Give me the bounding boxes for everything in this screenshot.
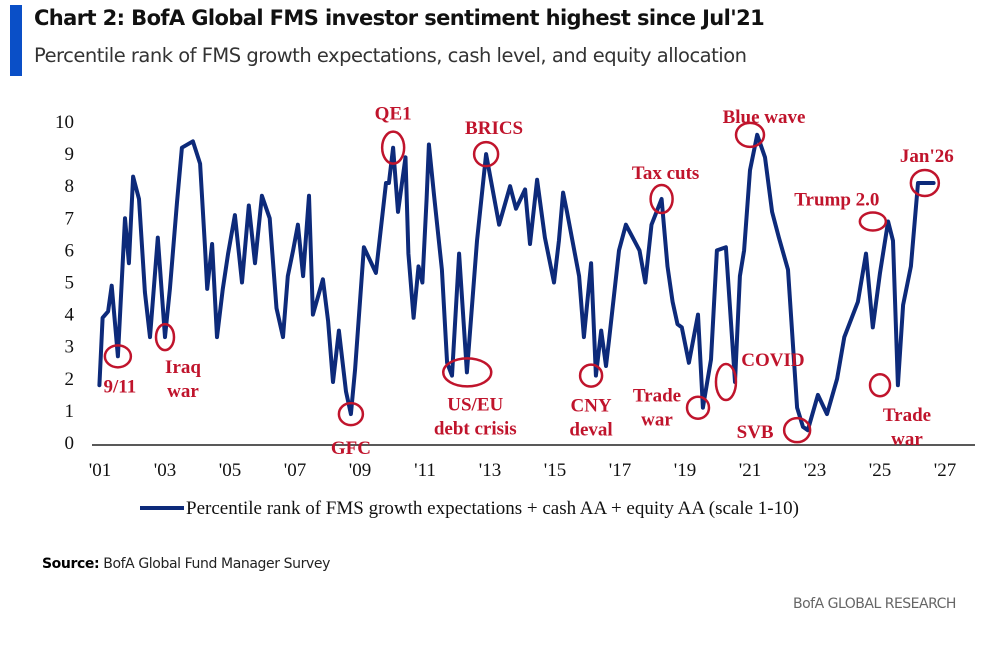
annotation-circle xyxy=(782,416,812,444)
annotation-label: Trade xyxy=(883,405,931,426)
annotation-circle xyxy=(442,357,493,388)
annotation-circle xyxy=(154,322,176,352)
x-tick-label: '07 xyxy=(284,460,306,481)
title-accent-bar xyxy=(10,5,22,76)
annotation-label: debt crisis xyxy=(434,418,517,439)
annotation-circle xyxy=(472,140,500,168)
x-tick-label: '19 xyxy=(674,460,696,481)
series-layer xyxy=(97,132,936,433)
y-tick-label: 9 xyxy=(65,144,75,165)
annotation: BRICS xyxy=(465,118,523,168)
annotation-label: Iraq xyxy=(165,357,201,378)
annotation-circle xyxy=(649,183,674,215)
annotation-label: Jan'26 xyxy=(900,146,954,167)
annotation-label: BRICS xyxy=(465,118,523,139)
y-tick-label: 6 xyxy=(65,240,75,261)
annotation-circle xyxy=(858,211,888,232)
annotation-label: US/EU xyxy=(447,394,503,415)
annotation: QE1 xyxy=(375,104,412,165)
annotation: COVID xyxy=(714,350,805,402)
annotation-circle xyxy=(103,344,133,369)
annotation: GFC xyxy=(331,401,371,459)
annotation: SVB xyxy=(737,416,812,444)
legend-label: Percentile rank of FMS growth expectatio… xyxy=(186,498,799,519)
x-tick-label: '25 xyxy=(869,460,891,481)
x-tick-label: '27 xyxy=(934,460,956,481)
annotation-circle xyxy=(685,395,711,420)
y-tick-label: 1 xyxy=(65,401,75,422)
annotation-label: COVID xyxy=(741,350,804,371)
annotation-label: war xyxy=(167,381,199,402)
y-tick-label: 5 xyxy=(65,273,75,294)
annotation: Blue wave xyxy=(723,107,806,149)
annotation: Iraq war xyxy=(154,322,201,402)
annotation-circle xyxy=(909,168,941,198)
annotation-label: 9/11 xyxy=(104,376,137,397)
chart-title: Chart 2: BofA Global FMS investor sentim… xyxy=(34,6,765,30)
y-tick-label: 7 xyxy=(65,208,75,229)
annotation: Tax cuts xyxy=(632,163,699,215)
annotations-layer: 9/11 Iraq war GFC QE1 US/EU debt crisis BRICS CN… xyxy=(104,104,954,459)
x-tick-label: '03 xyxy=(154,460,176,481)
annotation-label: QE1 xyxy=(375,104,412,125)
annotation-label: CNY xyxy=(570,396,611,417)
source-text: BofA Global Fund Manager Survey xyxy=(103,556,330,572)
y-tick-label: 10 xyxy=(55,112,74,133)
annotation-label: war xyxy=(891,429,923,450)
brand-footer: BofA GLOBAL RESEARCH xyxy=(793,596,956,612)
series-line xyxy=(97,132,936,433)
annotation-label: Tax cuts xyxy=(632,163,699,184)
annotation: US/EU debt crisis xyxy=(434,357,517,439)
chart-subtitle: Percentile rank of FMS growth expectatio… xyxy=(34,44,747,67)
x-tick-label: '01 xyxy=(89,460,111,481)
source-label: Source: xyxy=(42,556,100,572)
annotation-circle xyxy=(868,372,892,398)
x-tick-label: '05 xyxy=(219,460,241,481)
annotation-label: Trade xyxy=(633,386,681,407)
annotation-circle xyxy=(578,363,604,388)
annotation-label: Blue wave xyxy=(723,107,806,128)
source-note: Source: BofA Global Fund Manager Survey xyxy=(42,556,330,572)
annotation-label: SVB xyxy=(737,422,774,443)
annotation-label: Trump 2.0 xyxy=(794,190,879,211)
x-axis-ticks: '01 '03 '05 '07 '09 '11 '13 '15 '17 '19 '21 '23 '25 '… xyxy=(89,460,956,481)
annotation: Trade war xyxy=(868,372,931,450)
annotation-circle xyxy=(714,362,738,402)
y-tick-label: 3 xyxy=(65,337,75,358)
annotation-circle xyxy=(337,401,365,427)
y-tick-label: 4 xyxy=(65,305,75,326)
x-tick-label: '21 xyxy=(739,460,761,481)
annotation-label: war xyxy=(641,410,673,431)
y-tick-label: 2 xyxy=(65,369,75,390)
x-tick-label: '11 xyxy=(414,460,436,481)
annotation: CNY deval xyxy=(569,363,613,441)
annotation-label: GFC xyxy=(331,438,371,459)
annotation-circle xyxy=(380,130,406,165)
x-tick-label: '13 xyxy=(479,460,501,481)
x-tick-label: '23 xyxy=(804,460,826,481)
x-tick-label: '17 xyxy=(609,460,631,481)
annotation: Trade war xyxy=(633,386,711,431)
x-tick-label: '09 xyxy=(349,460,371,481)
x-tick-label: '15 xyxy=(544,460,566,481)
y-tick-label: 0 xyxy=(65,433,75,454)
annotation: Trump 2.0 xyxy=(794,190,888,232)
legend: Percentile rank of FMS growth expectatio… xyxy=(140,498,799,519)
y-tick-label: 8 xyxy=(65,176,75,197)
y-axis-ticks: 0 1 2 3 4 5 6 7 8 9 10 xyxy=(55,112,75,454)
annotation: 9/11 xyxy=(103,344,137,397)
annotation: Jan'26 xyxy=(900,146,954,198)
annotation-label: deval xyxy=(569,420,612,441)
annotation-circle xyxy=(734,121,766,149)
